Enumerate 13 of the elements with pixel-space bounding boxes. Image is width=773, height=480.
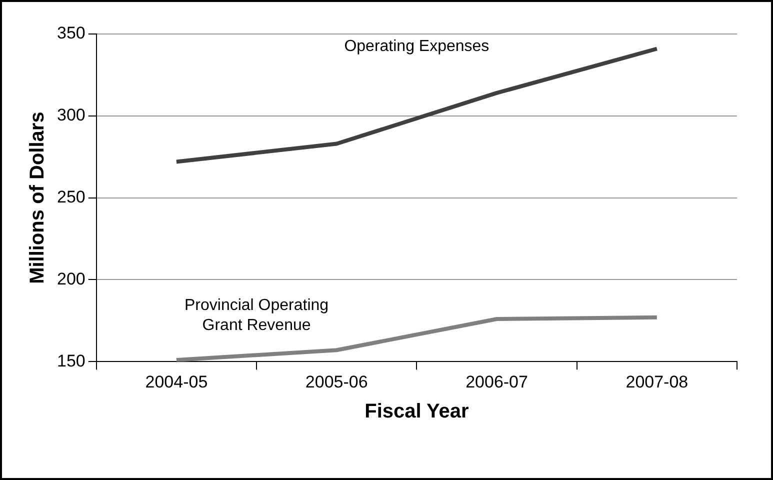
text: Operating Expenses xyxy=(344,38,490,55)
y-axis-title: Millions of Dollars xyxy=(26,112,49,284)
y-tick-label: 300 xyxy=(56,106,86,125)
x-tick-label: 2004-05 xyxy=(145,372,208,392)
series-label: Provincial Operating Grant Revenue xyxy=(184,297,329,334)
x-tick-label: 2007-08 xyxy=(626,372,688,392)
y-tick-label: 250 xyxy=(56,187,86,206)
x-axis-title: Fiscal Year xyxy=(364,400,469,423)
y-tick-label: 350 xyxy=(56,24,86,43)
y-tick-label: 150 xyxy=(56,351,86,370)
y-tick-label: 200 xyxy=(56,269,86,288)
x-tick-label: 2005-06 xyxy=(305,372,368,392)
x-tick-label: 2006-07 xyxy=(466,372,528,392)
